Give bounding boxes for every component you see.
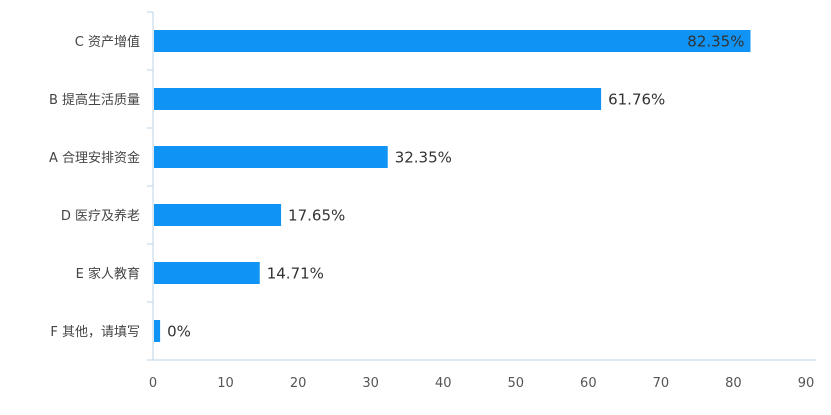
x-tick-label: 70 (653, 376, 670, 391)
bar (154, 204, 282, 226)
bars (154, 30, 751, 342)
x-tick-label: 50 (508, 376, 525, 391)
category-label: E 家人教育 (76, 266, 140, 282)
bar (154, 320, 161, 342)
x-tick-label: 20 (290, 376, 307, 391)
category-label: C 资产增值 (75, 34, 140, 50)
category-label: B 提高生活质量 (49, 92, 140, 108)
data-label: 14.71% (267, 265, 324, 283)
data-label: 61.76% (608, 91, 665, 109)
category-label: A 合理安排资金 (49, 150, 140, 166)
x-tick-label: 30 (362, 376, 379, 391)
x-tick-label: 0 (149, 376, 157, 391)
x-tick-label: 10 (217, 376, 234, 391)
category-label: F 其他，请填写 (50, 325, 140, 340)
x-tick-label: 40 (435, 376, 452, 391)
bar (154, 262, 260, 284)
data-label: 0% (167, 323, 191, 341)
x-tick-label: 60 (580, 376, 597, 391)
axes (147, 11, 816, 361)
data-label: 82.35% (687, 33, 744, 51)
data-label: 17.65% (288, 207, 345, 225)
bar (154, 146, 388, 168)
value-labels: 82.35% 61.76% 32.35% 17.65% 14.71% 0% (167, 33, 744, 341)
x-axis-ticks: 0 10 20 30 40 50 60 70 80 90 (149, 376, 814, 391)
bar (154, 30, 751, 52)
x-tick-label: 90 (798, 376, 815, 391)
data-label: 32.35% (395, 149, 452, 167)
category-labels: C 资产增值 B 提高生活质量 A 合理安排资金 D 医疗及养老 E 家人教育 F 其他，… (49, 34, 140, 340)
x-tick-label: 80 (725, 376, 742, 391)
category-label: D 医疗及养老 (61, 208, 140, 224)
bar (154, 88, 602, 110)
